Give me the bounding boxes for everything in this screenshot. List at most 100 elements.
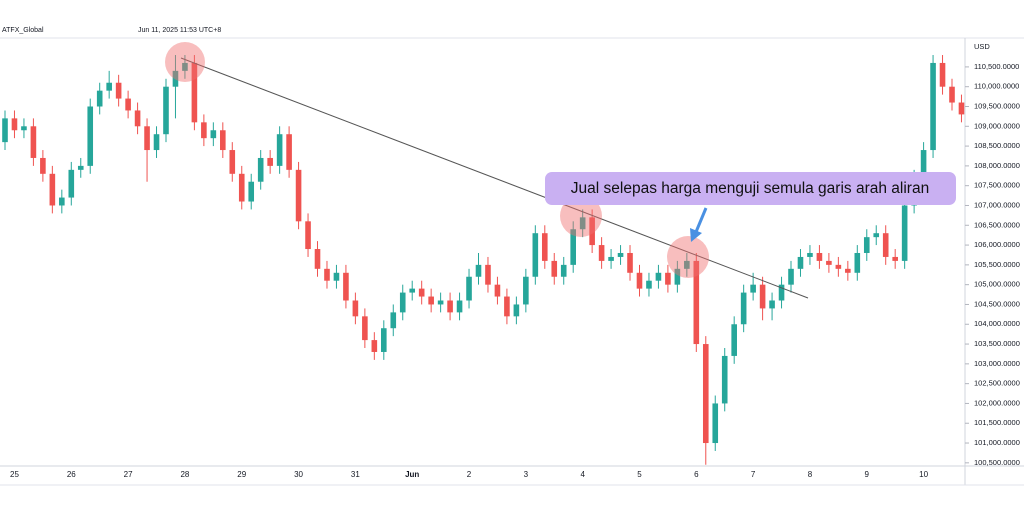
candle-body bbox=[466, 276, 472, 301]
symbol: ATFX_Global bbox=[2, 27, 44, 34]
candle-body bbox=[523, 276, 529, 305]
y-axis-label: USD bbox=[974, 42, 990, 51]
candle-body bbox=[409, 288, 416, 293]
arrow-head bbox=[690, 228, 702, 242]
y-tick-label: 101,500.0000 bbox=[974, 418, 1020, 427]
candle-body bbox=[949, 86, 955, 103]
candle-body bbox=[627, 252, 633, 273]
candle-body bbox=[646, 280, 652, 289]
candle-body bbox=[684, 260, 690, 269]
candle-body bbox=[826, 260, 832, 265]
y-tick-label: 109,500.0000 bbox=[974, 101, 1020, 110]
candle-body bbox=[418, 288, 425, 297]
candle-body bbox=[797, 256, 804, 269]
candle-body bbox=[589, 217, 595, 246]
candle-body bbox=[371, 340, 378, 352]
x-tick-label: 26 bbox=[67, 470, 76, 479]
highlight-circle bbox=[667, 236, 709, 278]
candle-body bbox=[40, 157, 46, 174]
y-tick-label: 108,000.0000 bbox=[974, 161, 1020, 170]
y-tick-label: 107,000.0000 bbox=[974, 200, 1020, 209]
candle-body bbox=[437, 300, 444, 305]
x-tick-label: 6 bbox=[694, 470, 699, 479]
candle-body bbox=[153, 134, 160, 151]
candle-body bbox=[740, 292, 747, 325]
x-tick-label: 2 bbox=[467, 470, 472, 479]
candle-body bbox=[807, 252, 813, 257]
y-tick-label: 104,500.0000 bbox=[974, 299, 1020, 308]
candle-body bbox=[485, 264, 491, 285]
y-tick-label: 105,500.0000 bbox=[974, 260, 1020, 269]
x-tick-label: Jun bbox=[405, 470, 419, 479]
candle-body bbox=[778, 284, 785, 301]
candle-body bbox=[721, 355, 728, 404]
candle-body bbox=[494, 284, 501, 297]
x-tick-label: 30 bbox=[294, 470, 303, 479]
y-tick-label: 102,000.0000 bbox=[974, 398, 1020, 407]
candle-body bbox=[665, 272, 671, 285]
candle-body bbox=[286, 134, 292, 170]
x-tick-label: 31 bbox=[351, 470, 360, 479]
y-tick-label: 108,500.0000 bbox=[974, 141, 1020, 150]
arrow-shaft bbox=[694, 207, 708, 233]
candle-body bbox=[238, 173, 245, 202]
y-tick-label: 103,500.0000 bbox=[974, 339, 1020, 348]
candle-body bbox=[257, 157, 264, 182]
candle-body bbox=[314, 249, 321, 269]
candle-body bbox=[712, 403, 719, 444]
candle-body bbox=[674, 268, 681, 285]
candle-body bbox=[930, 62, 936, 151]
candle-body bbox=[854, 252, 861, 273]
candle-body bbox=[68, 169, 75, 198]
plot bbox=[2, 55, 965, 465]
y-tick-label: 100,500.0000 bbox=[974, 458, 1020, 467]
candle-body bbox=[702, 344, 709, 444]
candle-body bbox=[863, 237, 870, 253]
x-tick-label: 5 bbox=[637, 470, 642, 479]
candle-body bbox=[295, 169, 302, 222]
candle-body bbox=[220, 130, 226, 151]
candle-body bbox=[390, 312, 397, 329]
y-tick-label: 102,500.0000 bbox=[974, 379, 1020, 388]
candle-body bbox=[617, 252, 624, 257]
candle-body bbox=[21, 126, 27, 131]
y-tick-label: 104,000.0000 bbox=[974, 319, 1020, 328]
candle-body bbox=[210, 130, 217, 139]
candle-body bbox=[343, 272, 349, 301]
candle-body bbox=[504, 296, 510, 317]
y-tick-label: 109,000.0000 bbox=[974, 121, 1020, 130]
candle-body bbox=[399, 292, 406, 313]
candle-body bbox=[845, 268, 851, 273]
candle-body bbox=[835, 264, 842, 269]
candle-body bbox=[759, 284, 766, 309]
candle-body bbox=[172, 70, 179, 87]
x-tick-label: 25 bbox=[10, 470, 19, 479]
candle-body bbox=[892, 256, 898, 261]
candle-body bbox=[920, 150, 927, 178]
candle-body bbox=[362, 316, 368, 341]
candle-body bbox=[475, 264, 482, 277]
annotation-text: Jual selepas harga menguji semula garis … bbox=[571, 180, 929, 197]
y-tick-label: 110,500.0000 bbox=[974, 62, 1019, 71]
candle-body bbox=[570, 229, 576, 265]
candle-body bbox=[305, 221, 311, 250]
candle-body bbox=[456, 300, 463, 313]
candle-body bbox=[901, 205, 908, 261]
candle-body bbox=[579, 217, 586, 230]
candle-body bbox=[598, 245, 605, 261]
candle-body bbox=[267, 157, 273, 166]
candle-body bbox=[49, 173, 56, 206]
candle-body bbox=[532, 233, 539, 277]
trend-line bbox=[180, 57, 809, 299]
x-tick-label: 29 bbox=[237, 470, 246, 479]
candle-body bbox=[731, 324, 737, 356]
y-tick-label: 106,000.0000 bbox=[974, 240, 1020, 249]
y-tick-label: 110,000.0000 bbox=[974, 82, 1019, 91]
candle-body bbox=[541, 233, 548, 261]
candle-body bbox=[182, 62, 188, 71]
candle-body bbox=[769, 300, 775, 309]
candle-body bbox=[96, 90, 103, 107]
candle-body bbox=[125, 98, 131, 111]
candle-body bbox=[750, 284, 756, 293]
